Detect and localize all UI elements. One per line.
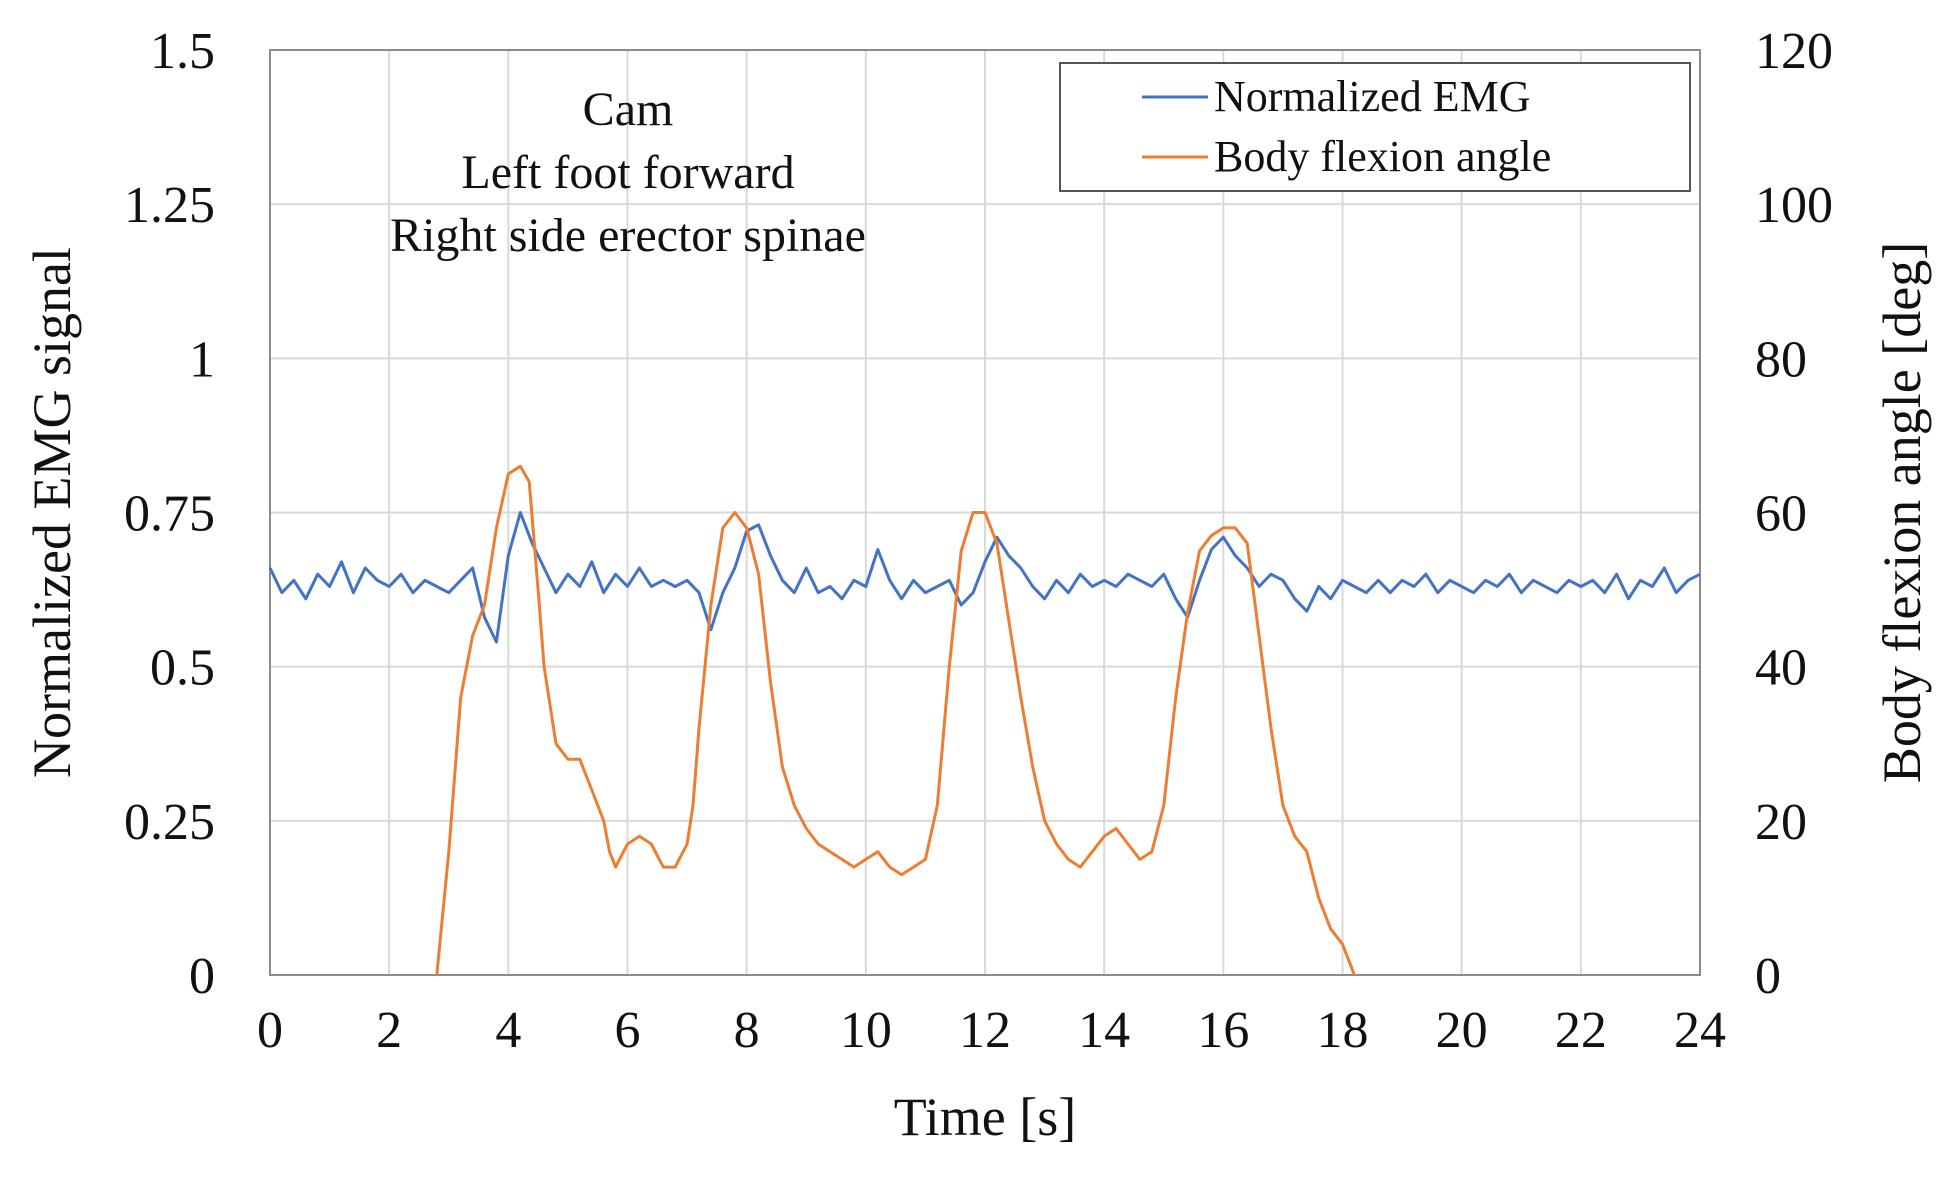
plot-frame bbox=[269, 49, 1701, 976]
y-right-tick-label-0: 0 bbox=[1755, 948, 1781, 1005]
x-tick-label-9: 18 bbox=[1317, 1002, 1369, 1059]
legend-box bbox=[1059, 62, 1691, 192]
legend-label-body-flexion-angle: Body flexion angle bbox=[1214, 132, 1551, 181]
x-tick-label-5: 10 bbox=[840, 1002, 892, 1059]
y-left-tick-label-6: 1.5 bbox=[150, 23, 215, 80]
annotation-line-2: Left foot forward bbox=[461, 146, 794, 199]
x-tick-label-10: 20 bbox=[1436, 1002, 1488, 1059]
annotation-line-1: Cam bbox=[583, 83, 674, 136]
y-right-tick-label-3: 60 bbox=[1755, 486, 1807, 543]
x-tick-label-8: 16 bbox=[1197, 1002, 1249, 1059]
x-tick-label-4: 8 bbox=[734, 1002, 760, 1059]
chart-annotation: Cam Left foot forward Right side erector… bbox=[390, 83, 866, 262]
y-right-tick-label-1: 20 bbox=[1755, 794, 1807, 851]
y-axis-right-title: Body flexion angle [deg] bbox=[1872, 242, 1932, 783]
y-left-tick-label-3: 0.75 bbox=[124, 486, 215, 543]
x-tick-label-3: 6 bbox=[615, 1002, 641, 1059]
x-tick-label-12: 24 bbox=[1674, 1002, 1726, 1059]
series-layer bbox=[268, 464, 1701, 976]
legend: Normalized EMG Body flexion angle bbox=[1059, 62, 1691, 192]
y-right-tick-label-4: 80 bbox=[1755, 331, 1807, 388]
x-tick-label-0: 0 bbox=[257, 1002, 283, 1059]
y-right-tick-label-5: 100 bbox=[1755, 177, 1833, 234]
annotation-line-3: Right side erector spinae bbox=[390, 209, 866, 262]
y-right-tick-label-2: 40 bbox=[1755, 640, 1807, 697]
series-line-body-flexion-angle bbox=[435, 464, 1356, 976]
y-left-tick-label-4: 1 bbox=[189, 331, 215, 388]
x-tick-label-7: 14 bbox=[1078, 1002, 1130, 1059]
legend-label-normalized-emg: Normalized EMG bbox=[1214, 72, 1530, 121]
y-left-tick-label-2: 0.5 bbox=[150, 640, 215, 697]
y-right-tick-label-6: 120 bbox=[1755, 23, 1833, 80]
y-left-tick-label-5: 1.25 bbox=[124, 177, 215, 234]
y-left-tick-label-0: 0 bbox=[189, 948, 215, 1005]
x-tick-label-11: 22 bbox=[1555, 1002, 1607, 1059]
x-tick-label-6: 12 bbox=[959, 1002, 1011, 1059]
series-line-normalized-emg bbox=[268, 511, 1701, 644]
y-left-tick-label-1: 0.25 bbox=[124, 794, 215, 851]
x-tick-label-2: 4 bbox=[495, 1002, 521, 1059]
tick-labels: 0 2 4 6 8 10 12 14 16 18 20 22 2400.250.50.7511.251.… bbox=[124, 23, 1833, 1059]
y-axis-left-title: Normalized EMG signal bbox=[22, 247, 82, 778]
x-axis-title: Time [s] bbox=[894, 1087, 1077, 1147]
x-tick-label-1: 2 bbox=[376, 1002, 402, 1059]
